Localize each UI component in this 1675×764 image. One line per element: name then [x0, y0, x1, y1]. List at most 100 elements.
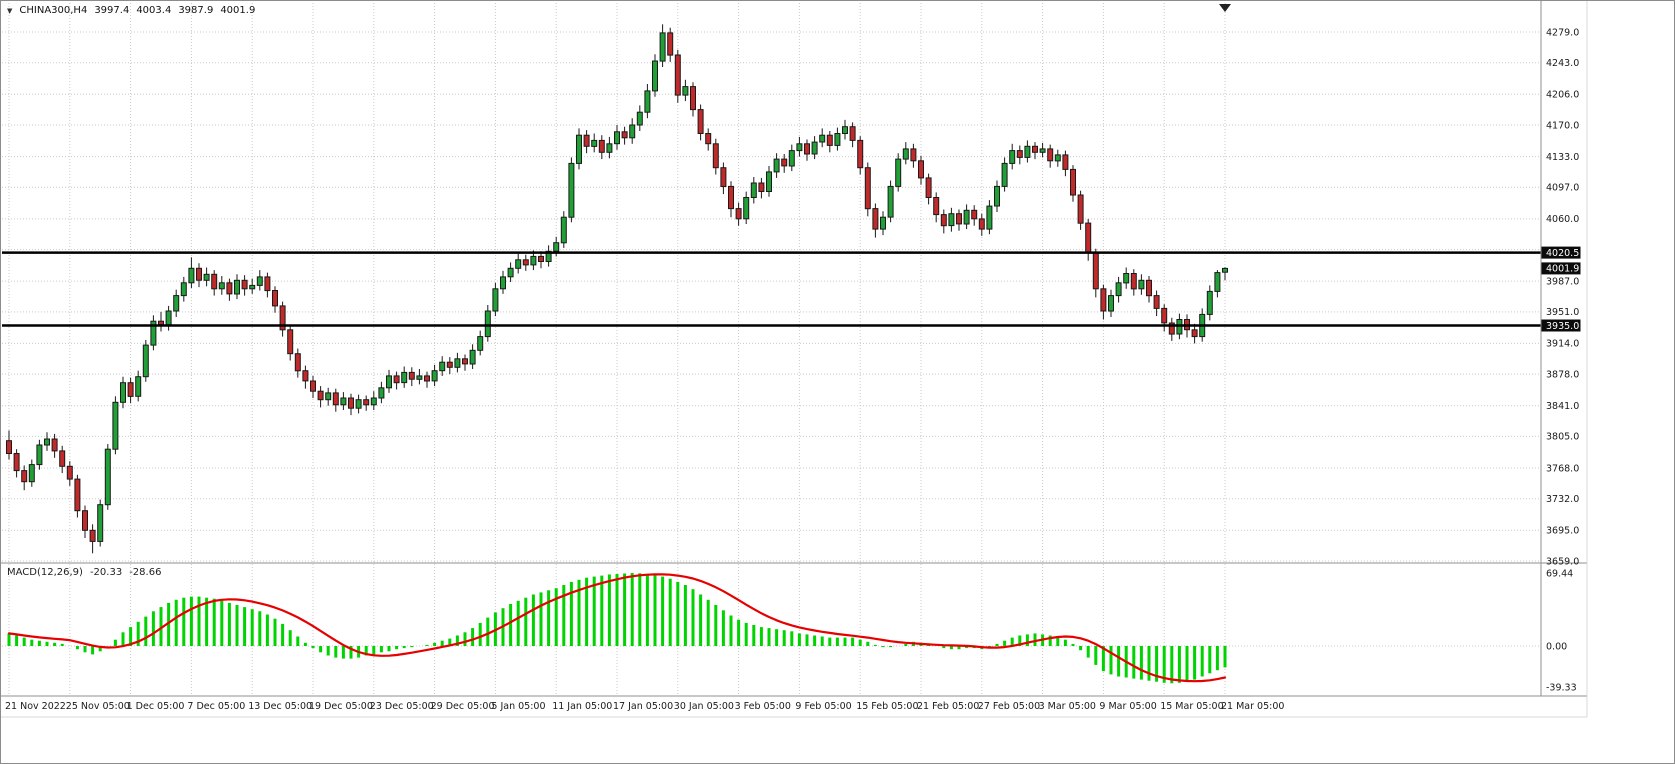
macd-histogram-bar: [1094, 646, 1098, 665]
macd-histogram-bar: [858, 639, 862, 646]
candle-down: [89, 529, 96, 542]
macd-histogram-bar: [904, 643, 908, 646]
candle-up: [560, 216, 567, 244]
macd-axis-label: 0.00: [1546, 641, 1567, 652]
candle-up: [234, 279, 240, 295]
candle-up: [614, 131, 620, 145]
candle-up: [819, 134, 826, 143]
macd-histogram-bar: [311, 646, 315, 649]
candle-down: [583, 134, 590, 147]
candle-up: [135, 376, 142, 397]
candle-down: [158, 320, 164, 326]
time-label: 25 Nov 05:00: [66, 701, 130, 712]
macd-histogram-bar: [258, 611, 262, 646]
macd-histogram-bar: [600, 575, 604, 646]
candle-up: [1108, 295, 1114, 312]
candle-down: [758, 182, 765, 192]
chart-legend: ▼ CHINA300,H4 3997.4 4003.4 3987.9 4001.…: [7, 5, 255, 16]
candle-up: [150, 320, 157, 346]
macd-histogram-bar: [516, 600, 520, 646]
candle-down: [598, 139, 605, 153]
time-label: 17 Jan 05:00: [613, 701, 673, 712]
price-label: 4133.0: [1546, 152, 1579, 163]
candle-up: [576, 134, 582, 164]
candle-down: [522, 259, 529, 266]
candles[interactable]: [6, 24, 1228, 554]
legend-arrow-icon[interactable]: ▼: [7, 6, 13, 15]
macd-histogram-bar: [797, 633, 801, 646]
candle-down: [82, 510, 88, 531]
time-label: 5 Jan 05:00: [491, 701, 545, 712]
candle-down: [781, 158, 788, 167]
macd-histogram-bar: [1101, 646, 1105, 672]
candle-down: [849, 126, 856, 141]
macd-histogram-bar: [1033, 633, 1037, 646]
macd-histogram-bar: [433, 642, 437, 646]
price-axis[interactable]: 4279.0 4243.0 4206.0 4170.0 4133.0 4097.0 4060…: [1541, 27, 1581, 694]
macd-histogram-bar: [615, 574, 619, 646]
macd-histogram-bar: [1162, 646, 1166, 683]
macd-histogram-bar: [759, 627, 763, 646]
price-label: 3951.0: [1546, 307, 1579, 318]
candle-up: [142, 344, 149, 378]
candle-up: [629, 124, 636, 139]
macd-histogram-bar: [296, 636, 300, 646]
macd-histogram-bar: [607, 574, 611, 646]
macd-histogram-bar: [364, 646, 368, 656]
horizontal-lines[interactable]: [2, 251, 1541, 327]
macd-histogram-bar: [395, 646, 399, 650]
macd-histogram-bar: [706, 599, 710, 646]
candle-down: [826, 134, 833, 146]
macd-histogram-bar: [1177, 646, 1181, 683]
macd-histogram-bar: [653, 575, 657, 646]
candle-up: [880, 216, 886, 230]
candle-up: [948, 213, 955, 227]
macd-histogram-bar: [448, 638, 452, 646]
candle-down: [712, 143, 719, 169]
candle-down: [697, 109, 704, 134]
time-label: 1 Dec 05:00: [127, 701, 185, 712]
macd-histogram-bar: [1208, 646, 1212, 674]
candle-up: [743, 197, 750, 220]
time-axis[interactable]: 21 Nov 2022 25 Nov 05:001 Dec 05:00 7 Dec …: [5, 701, 1284, 712]
candle-down: [302, 370, 309, 382]
macd-histogram-bar: [136, 621, 140, 646]
candle-down: [978, 218, 985, 230]
price-label: 3841.0: [1546, 401, 1579, 412]
price-tag: [1541, 262, 1581, 275]
macd-histogram-bar: [471, 628, 475, 646]
candle-down: [332, 392, 339, 406]
macd-histogram-bar: [440, 640, 444, 646]
macd-histogram-bar: [144, 616, 148, 646]
macd-histogram-bar: [1155, 646, 1159, 682]
macd-histogram-bar: [478, 622, 482, 646]
macd-histogram-bar: [113, 639, 117, 646]
time-label: 3 Feb 05:00: [735, 701, 791, 712]
candle-down: [1077, 194, 1084, 224]
macd-histogram-bar: [22, 637, 26, 646]
macd-histogram-bar: [1079, 646, 1083, 651]
candle-up: [530, 255, 537, 266]
macd-histogram-bar: [737, 619, 741, 646]
candle-up: [773, 158, 780, 173]
macd-histogram-bar: [1223, 646, 1227, 668]
macd-histogram-bar: [949, 646, 953, 650]
candle-up: [834, 133, 841, 146]
candle-down: [272, 290, 278, 307]
candle-down: [735, 208, 742, 220]
macd-histogram-bar: [250, 609, 254, 646]
price-label: 4170.0: [1546, 120, 1579, 131]
time-label: 9 Mar 05:00: [1099, 701, 1156, 712]
macd-histogram-bar: [319, 646, 323, 653]
candle-up: [1024, 145, 1031, 158]
time-label: 13 Dec 05:00: [248, 701, 312, 712]
chart-shift-marker-icon[interactable]: [1219, 4, 1231, 12]
macd-histogram-bar: [683, 585, 687, 646]
macd-histogram-bar: [288, 630, 292, 646]
macd-histogram-bar: [334, 646, 338, 658]
candle-up: [112, 401, 119, 450]
time-label: 3 Mar 05:00: [1039, 701, 1096, 712]
candle-down: [21, 470, 28, 483]
candle-down: [1085, 222, 1092, 254]
